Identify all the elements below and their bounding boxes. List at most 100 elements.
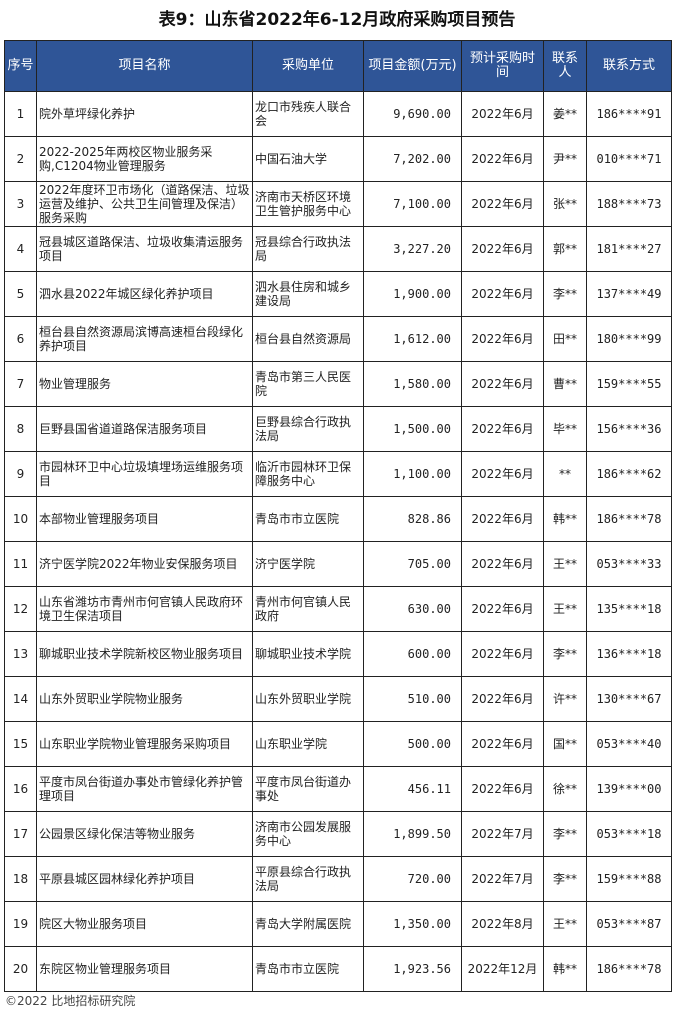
contact-person: 国**: [543, 721, 587, 767]
project-name: 院区大物业服务项目: [36, 901, 253, 947]
contact-person: 李**: [543, 811, 587, 857]
purchaser: 济南市公园发展服务中心: [252, 811, 364, 857]
row-index: 14: [4, 676, 37, 722]
project-name: 东院区物业管理服务项目: [36, 946, 253, 992]
amount: 828.86: [363, 496, 462, 542]
contact-phone: 053****40: [586, 721, 672, 767]
contact-phone: 188****73: [586, 181, 672, 227]
row-index: 13: [4, 631, 37, 677]
contact-person: 王**: [543, 901, 587, 947]
purchaser: 龙口市残疾人联合会: [252, 91, 364, 137]
purchaser: 中国石油大学: [252, 136, 364, 182]
copyright-footer: ©2022 比地招标研究院: [5, 994, 136, 1008]
purchase-date: 2022年6月: [461, 406, 544, 452]
purchaser: 青岛大学附属医院: [252, 901, 364, 947]
project-name: 山东省潍坊市青州市何官镇人民政府环境卫生保洁项目: [36, 586, 253, 632]
purchaser: 平原县综合行政执法局: [252, 856, 364, 902]
table-row: 17 公园景区绿化保洁等物业服务 济南市公园发展服务中心 1,899.50 2022年7…: [4, 811, 672, 857]
purchaser: 济南市天桥区环境卫生管护服务中心: [252, 181, 364, 227]
row-index: 7: [4, 361, 37, 407]
contact-person: 田**: [543, 316, 587, 362]
header-project-name: 项目名称: [36, 40, 253, 92]
purchase-date: 2022年6月: [461, 721, 544, 767]
table-row: 19 院区大物业服务项目 青岛大学附属医院 1,350.00 2022年8月 王** 053…: [4, 901, 672, 947]
header-row: 序号 项目名称 采购单位 项目金额(万元) 预计采购时间 联系人 联系方式: [4, 40, 672, 92]
contact-phone: 130****67: [586, 676, 672, 722]
contact-phone: 135****18: [586, 586, 672, 632]
amount: 1,923.56: [363, 946, 462, 992]
amount: 1,612.00: [363, 316, 462, 362]
purchase-date: 2022年6月: [461, 451, 544, 497]
project-name: 平原县城区园林绿化养护项目: [36, 856, 253, 902]
project-name: 聊城职业技术学院新校区物业服务项目: [36, 631, 253, 677]
amount: 7,202.00: [363, 136, 462, 182]
amount: 600.00: [363, 631, 462, 677]
project-name: 济宁医学院2022年物业安保服务项目: [36, 541, 253, 587]
table-row: 4 冠县城区道路保洁、垃圾收集清运服务项目 冠县综合行政执法局 3,227.20 202…: [4, 226, 672, 272]
purchaser: 青岛市第三人民医院: [252, 361, 364, 407]
amount: 510.00: [363, 676, 462, 722]
purchase-date: 2022年6月: [461, 271, 544, 317]
purchaser: 山东外贸职业学院: [252, 676, 364, 722]
contact-phone: 137****49: [586, 271, 672, 317]
row-index: 20: [4, 946, 37, 992]
row-index: 15: [4, 721, 37, 767]
contact-phone: 139****00: [586, 766, 672, 812]
table-row: 3 2022年度环卫市场化（道路保洁、垃圾运营及维护、公共卫生间管理及保洁）服务采…: [4, 181, 672, 227]
purchaser: 山东职业学院: [252, 721, 364, 767]
contact-person: 王**: [543, 586, 587, 632]
table-row: 9 市园林环卫中心垃圾填埋场运维服务项目 临沂市园林环卫保障服务中心 1,100.00…: [4, 451, 672, 497]
row-index: 9: [4, 451, 37, 497]
contact-phone: 180****99: [586, 316, 672, 362]
purchaser: 平度市凤台街道办事处: [252, 766, 364, 812]
purchaser: 聊城职业技术学院: [252, 631, 364, 677]
purchase-date: 2022年7月: [461, 811, 544, 857]
contact-person: 李**: [543, 856, 587, 902]
contact-phone: 186****78: [586, 496, 672, 542]
header-amount: 项目金额(万元): [363, 40, 462, 92]
table-row: 14 山东外贸职业学院物业服务 山东外贸职业学院 510.00 2022年6月 许** 13…: [4, 676, 672, 722]
amount: 9,690.00: [363, 91, 462, 137]
table-row: 16 平度市凤台街道办事处市管绿化养护管理项目 平度市凤台街道办事处 456.11 20…: [4, 766, 672, 812]
project-name: 桓台县自然资源局滨博高速桓台段绿化养护项目: [36, 316, 253, 362]
contact-person: 李**: [543, 271, 587, 317]
purchase-date: 2022年6月: [461, 496, 544, 542]
row-index: 2: [4, 136, 37, 182]
contact-person: 许**: [543, 676, 587, 722]
table-row: 6 桓台县自然资源局滨博高速桓台段绿化养护项目 桓台县自然资源局 1,612.00 20…: [4, 316, 672, 362]
purchaser: 青岛市市立医院: [252, 496, 364, 542]
purchase-date: 2022年6月: [461, 181, 544, 227]
contact-phone: 186****78: [586, 946, 672, 992]
contact-person: 王**: [543, 541, 587, 587]
header-purchaser: 采购单位: [252, 40, 364, 92]
header-contact: 联系人: [543, 40, 587, 92]
project-name: 院外草坪绿化养护: [36, 91, 253, 137]
project-name: 2022-2025年两校区物业服务采购,C1204物业管理服务: [36, 136, 253, 182]
contact-phone: 186****62: [586, 451, 672, 497]
project-name: 山东职业学院物业管理服务采购项目: [36, 721, 253, 767]
row-index: 1: [4, 91, 37, 137]
purchaser: 冠县综合行政执法局: [252, 226, 364, 272]
purchase-date: 2022年6月: [461, 766, 544, 812]
row-index: 3: [4, 181, 37, 227]
amount: 720.00: [363, 856, 462, 902]
purchase-date: 2022年6月: [461, 316, 544, 362]
amount: 7,100.00: [363, 181, 462, 227]
table-row: 2 2022-2025年两校区物业服务采购,C1204物业管理服务 中国石油大学 7,…: [4, 136, 672, 182]
contact-phone: 181****27: [586, 226, 672, 272]
amount: 456.11: [363, 766, 462, 812]
amount: 1,900.00: [363, 271, 462, 317]
purchase-date: 2022年6月: [461, 676, 544, 722]
row-index: 5: [4, 271, 37, 317]
purchase-date: 2022年6月: [461, 226, 544, 272]
contact-phone: 136****18: [586, 631, 672, 677]
row-index: 17: [4, 811, 37, 857]
row-index: 12: [4, 586, 37, 632]
row-index: 19: [4, 901, 37, 947]
contact-person: 韩**: [543, 946, 587, 992]
purchase-date: 2022年6月: [461, 631, 544, 677]
amount: 1,899.50: [363, 811, 462, 857]
purchase-date: 2022年6月: [461, 136, 544, 182]
amount: 1,350.00: [363, 901, 462, 947]
contact-person: 曹**: [543, 361, 587, 407]
